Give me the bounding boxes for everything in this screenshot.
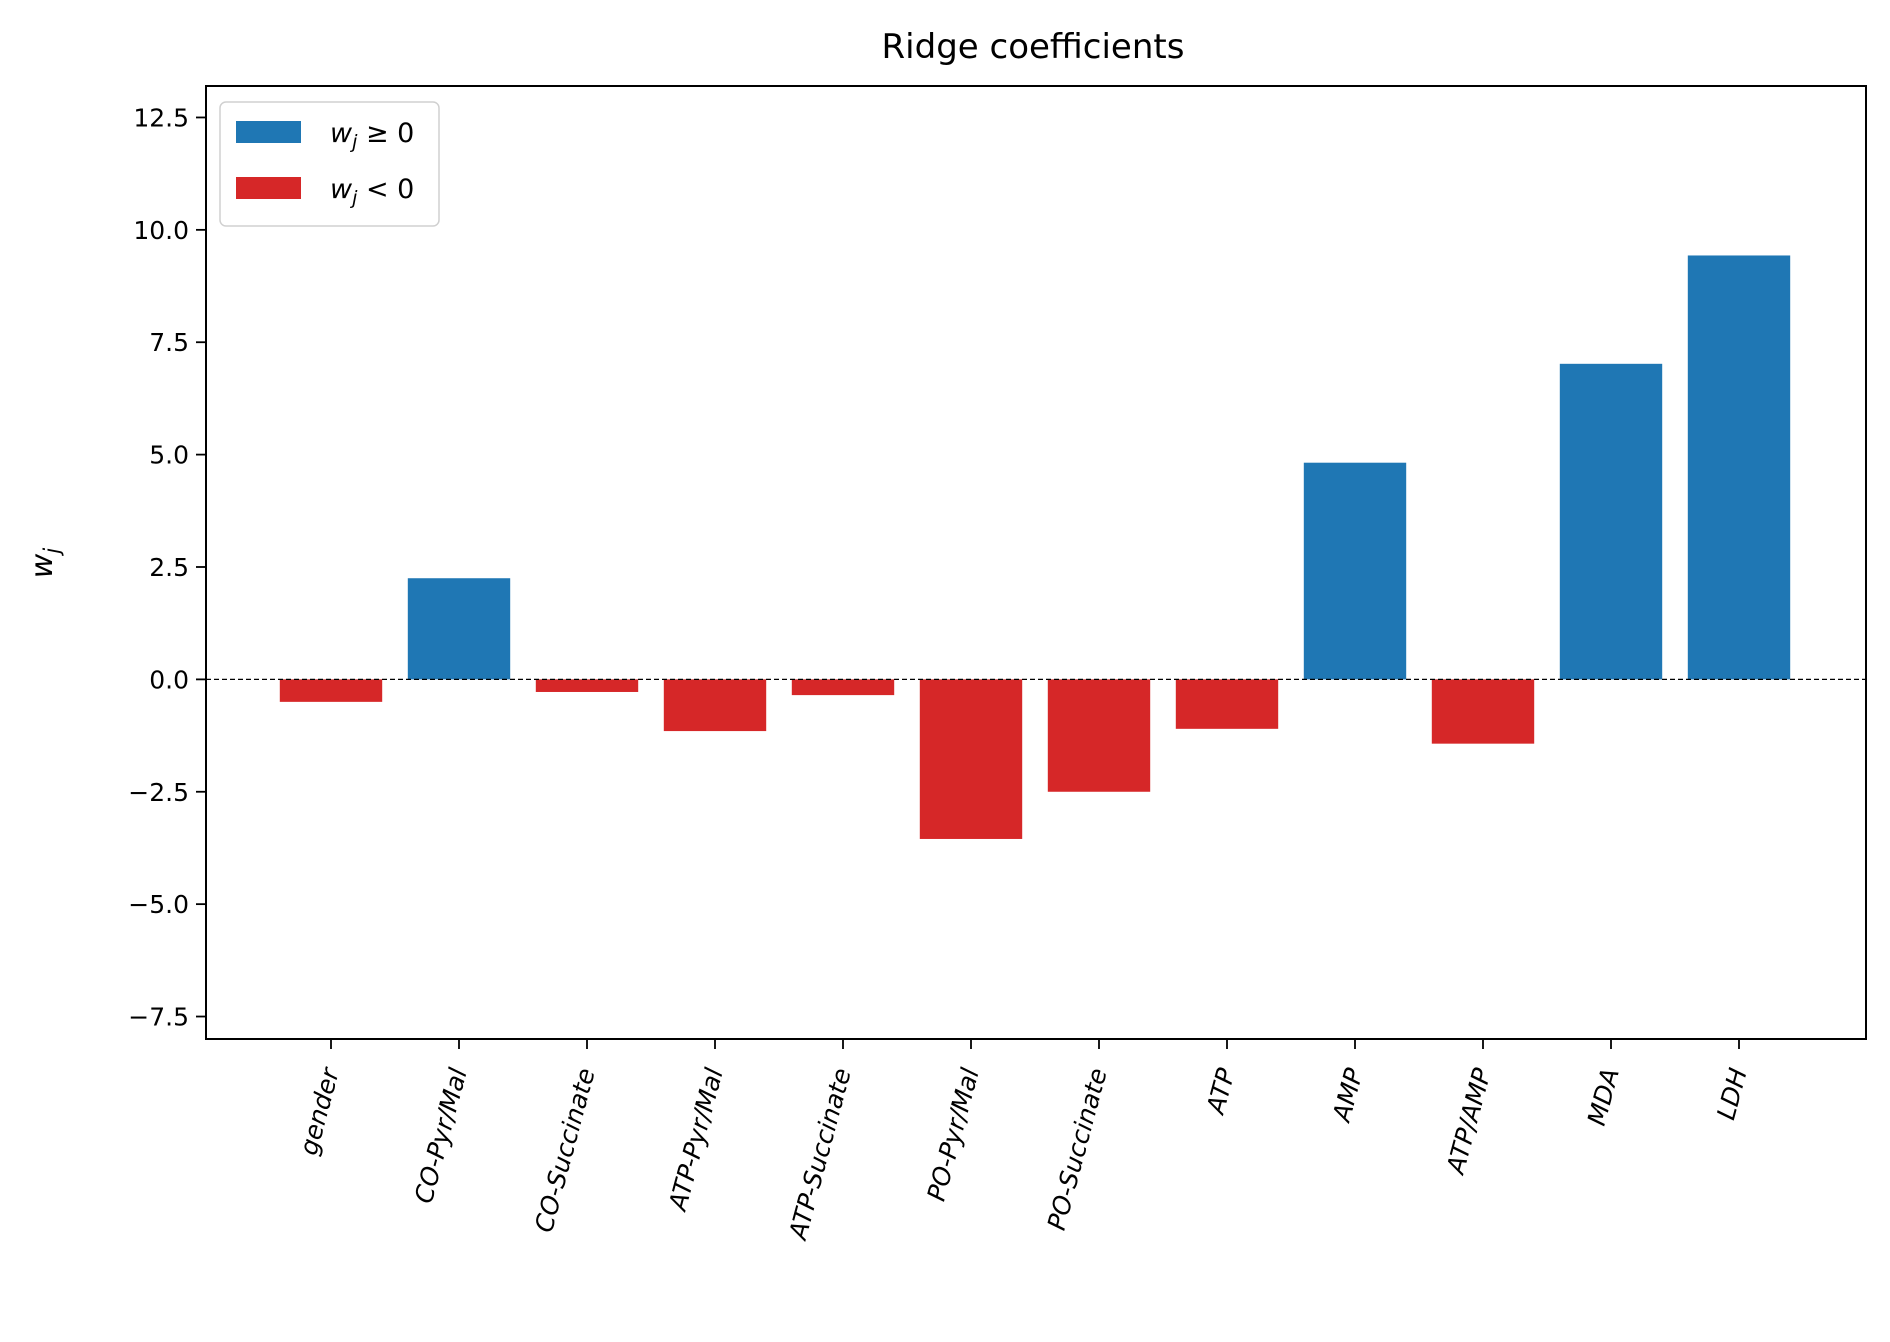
y-tick-label: 5.0 — [149, 441, 189, 470]
plot-area: 12.5 10.0 7.5 5.0 2.5 0.0 −2.5 −5.0 −7.5 gender CO… — [128, 85, 1867, 1244]
bar-gender — [279, 679, 383, 702]
x-tick-label: ATP-Pyr/Mal — [663, 1065, 729, 1215]
y-tick-label: −7.5 — [128, 1003, 189, 1032]
bar-co-succinate — [535, 679, 639, 692]
x-tick-label: ATP — [1200, 1064, 1241, 1118]
bar-co-pyr-mal — [407, 578, 511, 680]
x-tick-label: ATP-Succinate — [783, 1065, 857, 1244]
y-tick-label: 12.5 — [133, 103, 189, 132]
bar-ldh — [1687, 255, 1791, 680]
legend-label-positive: wj ≥ 0 — [330, 118, 414, 153]
legend-swatch-negative — [236, 177, 301, 199]
y-axis-label: wj — [25, 548, 64, 579]
x-tick-label: gender — [294, 1063, 345, 1158]
y-tick-label: 10.0 — [133, 216, 189, 245]
x-tick-label: LDH — [1711, 1065, 1753, 1123]
legend-swatch-positive — [236, 121, 301, 143]
bar-atp-pyr-mal — [663, 679, 767, 732]
y-tick-label: 2.5 — [149, 553, 189, 582]
y-tick-label: 0.0 — [149, 665, 189, 694]
x-tick-label: PO-Succinate — [1042, 1065, 1113, 1233]
x-tick-label: PO-Pyr/Mal — [922, 1065, 985, 1204]
bar-po-pyr-mal — [919, 679, 1023, 839]
bar-atp-succinate — [791, 679, 895, 696]
x-tick-label: CO-Succinate — [529, 1065, 601, 1235]
y-axis-label-subscript: j — [40, 548, 64, 557]
bar-atp-amp — [1431, 679, 1535, 744]
x-tick-label: AMP — [1326, 1064, 1369, 1126]
y-tick-label: −2.5 — [128, 778, 189, 807]
bar-atp — [1175, 679, 1279, 729]
bar-po-succinate — [1047, 679, 1151, 792]
x-tick-label: ATP/AMP — [1440, 1064, 1497, 1178]
legend-label-negative: wj < 0 — [330, 174, 414, 209]
svg-text:wj: wj — [25, 548, 64, 579]
chart-title: Ridge coefficients — [882, 27, 1185, 67]
x-tick-label: MDA — [1582, 1065, 1625, 1128]
bar-mda — [1559, 363, 1663, 680]
x-tick-label: CO-Pyr/Mal — [409, 1065, 473, 1206]
y-tick-label: 7.5 — [149, 328, 189, 357]
plot-frame — [205, 85, 1867, 1040]
legend: wj ≥ 0 wj < 0 — [219, 101, 440, 227]
y-tick-label: −5.0 — [128, 890, 189, 919]
bar-amp — [1303, 462, 1407, 680]
